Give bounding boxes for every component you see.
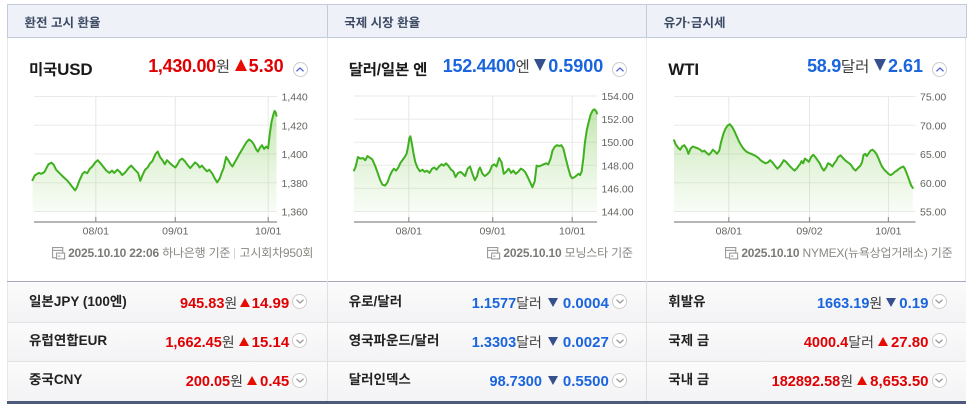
svg-text:154.00: 154.00 — [602, 91, 634, 103]
svg-text:10/01: 10/01 — [255, 226, 281, 238]
svg-text:146.00: 146.00 — [602, 183, 634, 195]
svg-text:148.00: 148.00 — [602, 160, 634, 172]
svg-text:08/01: 08/01 — [716, 226, 742, 238]
svg-text:144.00: 144.00 — [602, 207, 634, 219]
svg-text:60.00: 60.00 — [920, 178, 946, 190]
svg-text:55.00: 55.00 — [920, 207, 946, 219]
svg-text:70.00: 70.00 — [920, 120, 946, 132]
svg-text:1,360: 1,360 — [282, 207, 308, 219]
svg-text:1,440: 1,440 — [282, 92, 308, 104]
svg-text:08/01: 08/01 — [83, 226, 109, 238]
svg-text:10/01: 10/01 — [875, 226, 901, 238]
svg-text:09/01: 09/01 — [162, 226, 188, 238]
svg-text:08/01: 08/01 — [396, 226, 422, 238]
svg-text:1,400: 1,400 — [282, 149, 308, 161]
svg-text:09/02: 09/02 — [796, 226, 822, 238]
svg-text:150.00: 150.00 — [602, 137, 634, 149]
svg-text:09/01: 09/01 — [480, 226, 506, 238]
svg-text:65.00: 65.00 — [920, 149, 946, 161]
svg-text:75.00: 75.00 — [920, 92, 946, 104]
svg-text:10/01: 10/01 — [559, 226, 585, 238]
svg-text:1,420: 1,420 — [282, 120, 308, 132]
svg-text:152.00: 152.00 — [602, 114, 634, 126]
svg-text:1,380: 1,380 — [282, 178, 308, 190]
